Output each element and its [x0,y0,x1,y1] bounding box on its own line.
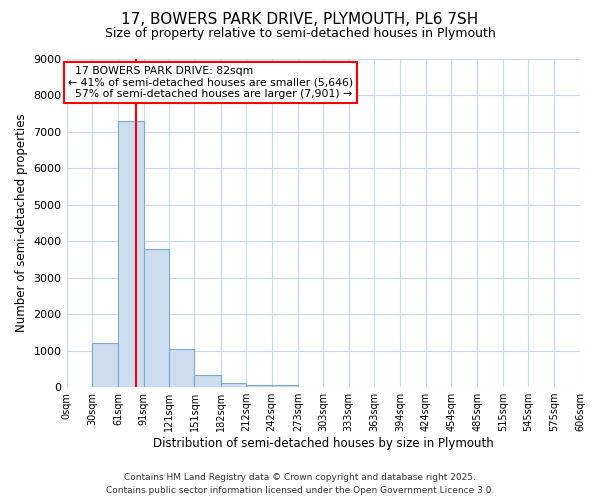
X-axis label: Distribution of semi-detached houses by size in Plymouth: Distribution of semi-detached houses by … [153,437,494,450]
Bar [194,374,221,387]
Bar [272,386,298,387]
Text: 17 BOWERS PARK DRIVE: 82sqm
← 41% of semi-detached houses are smaller (5,646)
  : 17 BOWERS PARK DRIVE: 82sqm ← 41% of sem… [68,66,353,99]
Text: Contains HM Land Registry data © Crown copyright and database right 2025.
Contai: Contains HM Land Registry data © Crown c… [106,474,494,495]
Bar [92,344,118,387]
Bar [246,384,272,387]
Bar [169,349,194,387]
Bar [221,382,246,387]
Y-axis label: Number of semi-detached properties: Number of semi-detached properties [15,114,28,332]
Text: 17, BOWERS PARK DRIVE, PLYMOUTH, PL6 7SH: 17, BOWERS PARK DRIVE, PLYMOUTH, PL6 7SH [121,12,479,28]
Bar [143,248,169,387]
Text: Size of property relative to semi-detached houses in Plymouth: Size of property relative to semi-detach… [104,28,496,40]
Bar [118,121,143,387]
